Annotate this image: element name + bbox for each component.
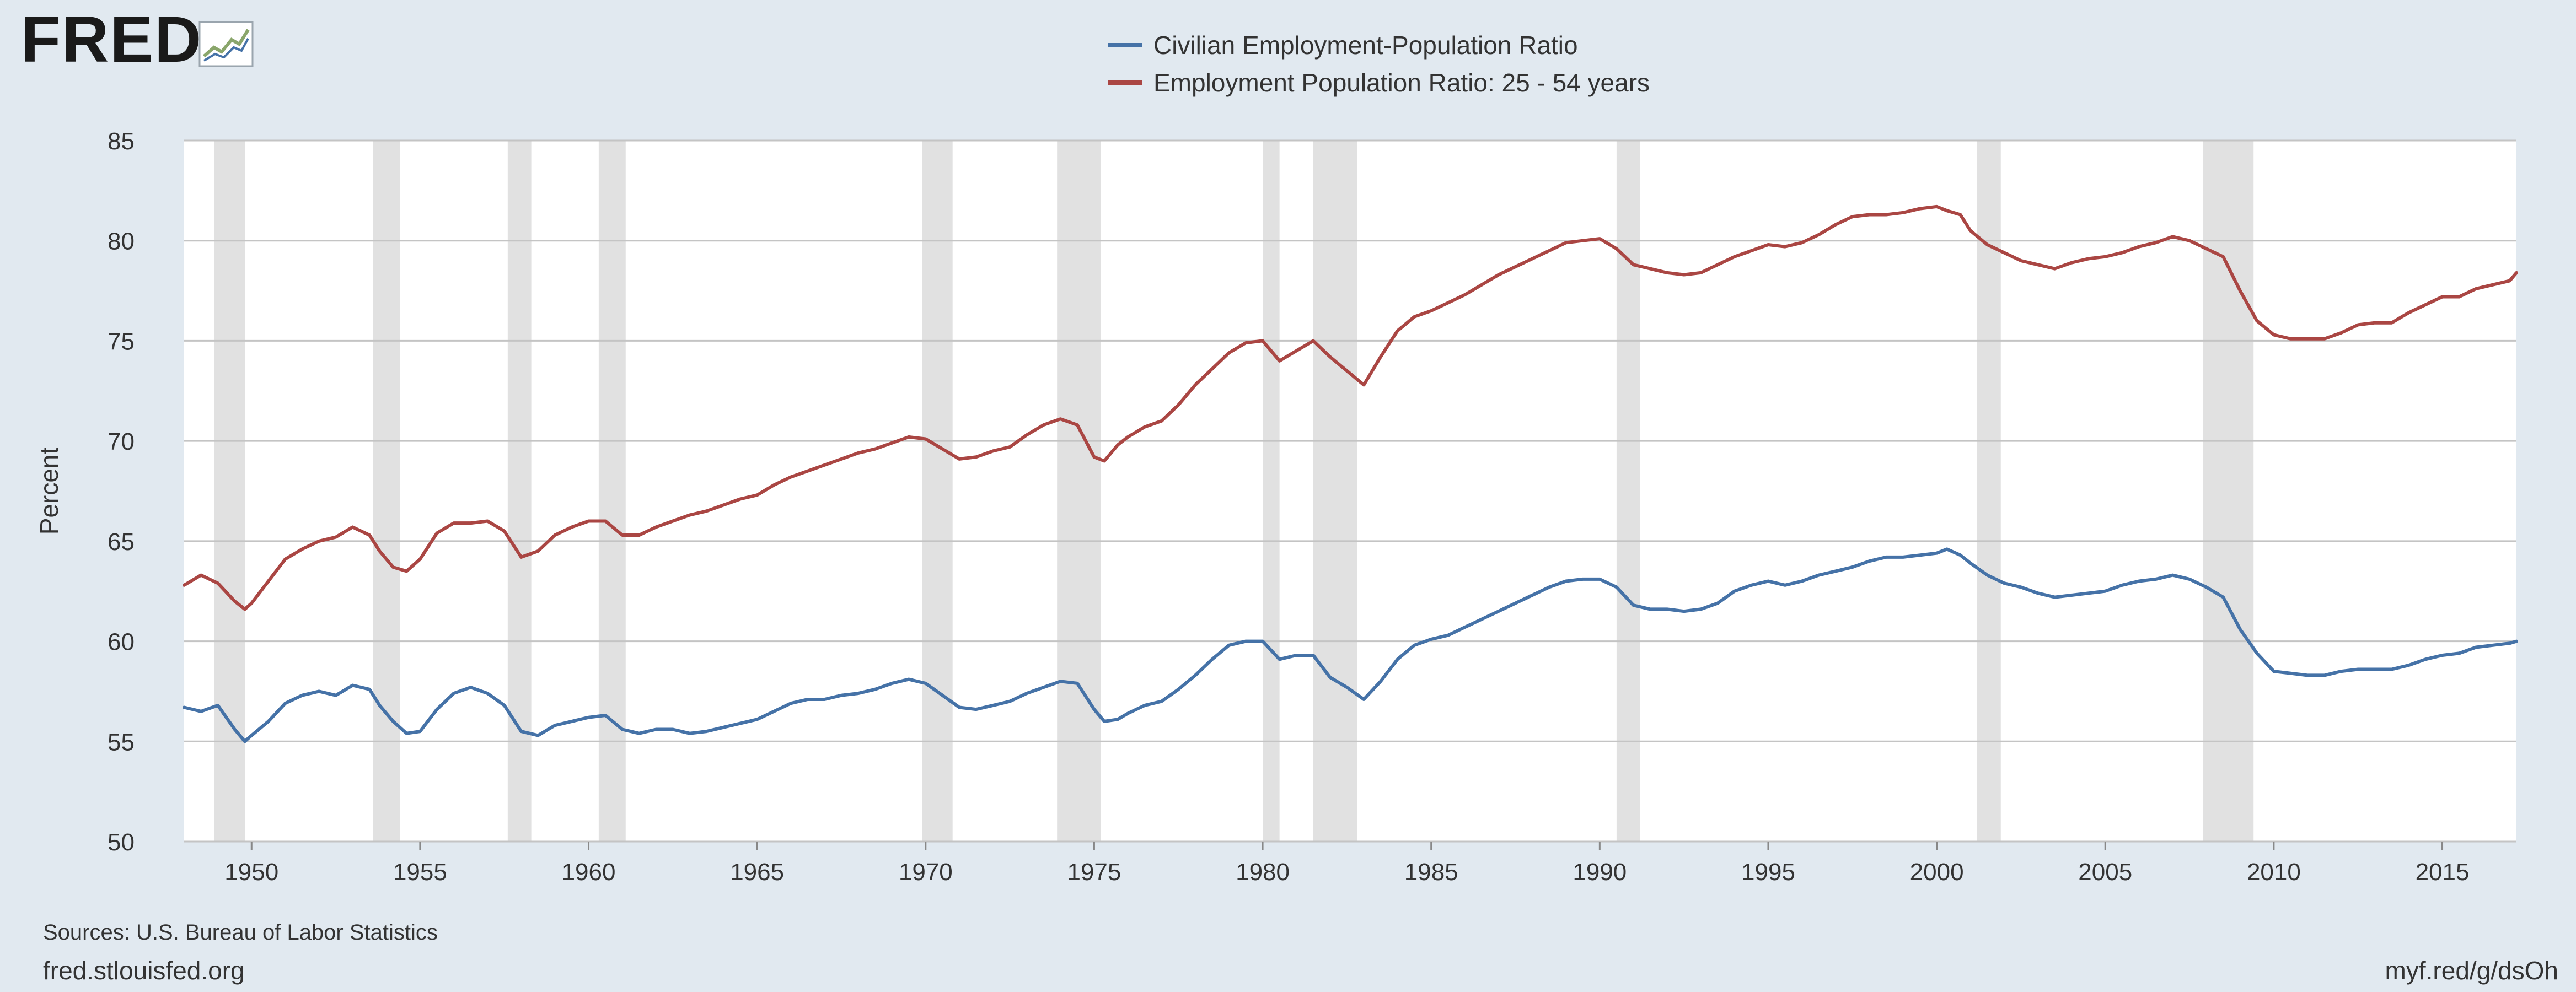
y-tick-label: 85: [108, 128, 135, 155]
recession-band: [922, 141, 953, 842]
site-link[interactable]: fred.stlouisfed.org: [43, 956, 245, 985]
x-tick-label: 2015: [2416, 859, 2470, 886]
y-tick-label: 70: [108, 428, 135, 455]
x-tick-label: 1950: [224, 859, 278, 886]
x-tick-label: 2000: [1910, 859, 1964, 886]
x-tick-label: 1980: [1236, 859, 1290, 886]
x-tick-label: 1990: [1573, 859, 1627, 886]
legend-label: Civilian Employment-Population Ratio: [1153, 31, 1578, 60]
x-tick-label: 1965: [730, 859, 784, 886]
y-axis-label: Percent: [35, 448, 63, 535]
x-tick-label: 1975: [1067, 859, 1121, 886]
x-tick-label: 1960: [562, 859, 616, 886]
x-tick-label: 1985: [1404, 859, 1458, 886]
logo-text: FRED: [21, 3, 202, 76]
recession-band: [598, 141, 626, 842]
y-axis: 50 55 60 65 70 75 80 85: [108, 128, 135, 856]
y-tick-label: 80: [108, 228, 135, 255]
recession-band: [1263, 141, 1280, 842]
y-tick-label: 65: [108, 529, 135, 556]
recession-band: [1616, 141, 1640, 842]
x-tick-label: 1995: [1741, 859, 1795, 886]
series-lines: [183, 204, 2518, 743]
series-line-1[interactable]: [183, 547, 2518, 743]
recession-band: [2203, 141, 2254, 842]
recession-band: [1313, 141, 1357, 842]
x-tick-label: 1970: [899, 859, 953, 886]
y-tick-label: 75: [108, 328, 135, 355]
short-link[interactable]: myf.red/g/dsOh: [2385, 956, 2558, 985]
x-tick-label: 1955: [393, 859, 447, 886]
recession-band: [507, 141, 532, 842]
recession-band: [1057, 141, 1101, 842]
legend-item-series-1[interactable]: Civilian Employment-Population Ratio: [1108, 31, 1578, 60]
x-tick-label: 2010: [2247, 859, 2301, 886]
series-line-2[interactable]: [183, 204, 2518, 611]
legend-label: Employment Population Ratio: 25 - 54 yea…: [1153, 68, 1650, 97]
sources-text: Sources: U.S. Bureau of Labor Statistics: [43, 920, 438, 945]
legend: Civilian Employment-Population Ratio Emp…: [1108, 31, 1650, 97]
sparkline-icon: [198, 21, 254, 67]
y-tick-label: 55: [108, 729, 135, 756]
recession-band: [373, 141, 400, 842]
gridlines: [184, 139, 2516, 843]
x-tick-label: 2005: [2078, 859, 2132, 886]
recession-band: [1977, 141, 2001, 842]
x-axis: 1950 1955 1960 1965 1970 1975 1980 1985 1990 1995…: [224, 842, 2469, 886]
y-tick-label: 60: [108, 629, 135, 656]
fred-logo[interactable]: FRED: [21, 3, 254, 76]
legend-item-series-2[interactable]: Employment Population Ratio: 25 - 54 yea…: [1108, 68, 1650, 97]
y-tick-label: 50: [108, 829, 135, 856]
